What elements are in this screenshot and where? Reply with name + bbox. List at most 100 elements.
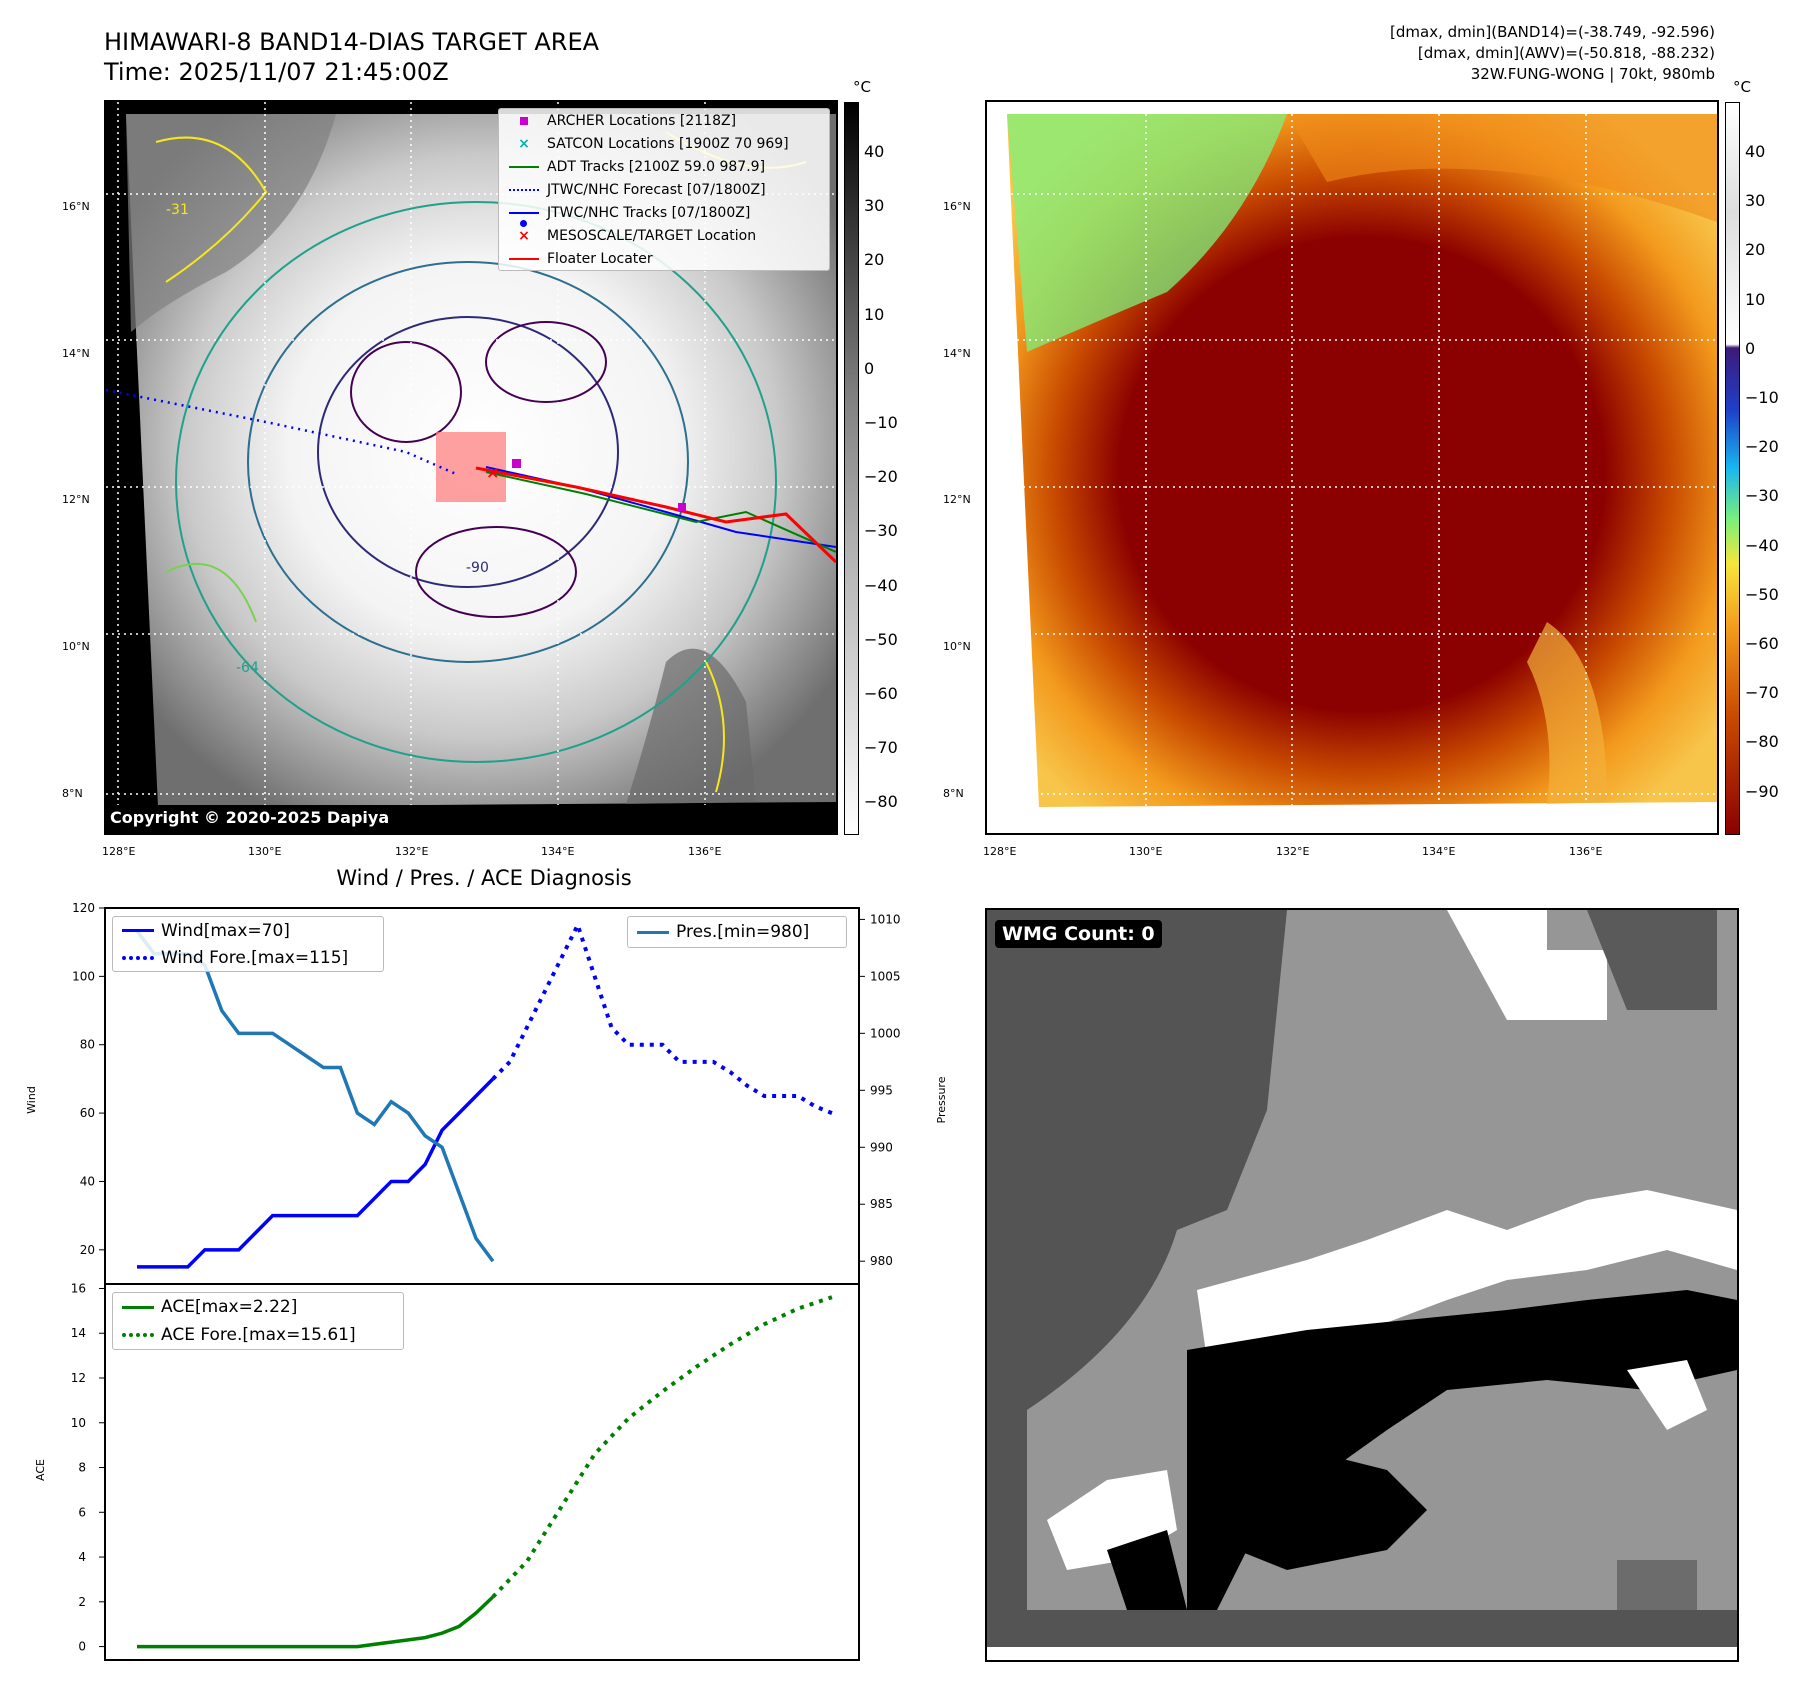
colorbar-tick: −40 <box>864 575 898 595</box>
wmg-imagery <box>987 910 1737 1660</box>
colorbar-tick: −50 <box>1745 584 1779 604</box>
lon-label: 136°E <box>688 845 722 858</box>
y-tick-label: 20 <box>80 1243 95 1257</box>
colorbar-unit: °C <box>1733 78 1751 96</box>
lat-label: 10°N <box>62 640 90 653</box>
legend-item-floater: Floater Locater <box>499 247 829 270</box>
legend-item-forecast: JTWC/NHC Forecast [07/1800Z] <box>499 178 829 201</box>
lat-label: 16°N <box>943 200 971 213</box>
legend-label: ACE[max=2.22] <box>161 1297 298 1317</box>
lon-label: 128°E <box>983 845 1017 858</box>
legend-item-ace-forecast: ACE Fore.[max=15.61] <box>113 1321 403 1349</box>
dotted-line-icon <box>121 955 155 960</box>
y-tick-label: 0 <box>78 1640 86 1654</box>
lat-label: 12°N <box>943 493 971 506</box>
wind-legend: Wind[max=70] Wind Fore.[max=115] <box>112 916 384 972</box>
lat-label: 12°N <box>62 493 90 506</box>
y-tick-label: 12 <box>71 1371 86 1385</box>
legend-item-archer: ARCHER Locations [2118Z] <box>499 109 829 132</box>
colorbar-tick: −20 <box>864 467 898 487</box>
contour-label: -64 <box>236 660 259 676</box>
svg-text:×: × <box>486 463 499 482</box>
colorbar-tick: −60 <box>1745 634 1779 653</box>
y-tick-label: 14 <box>71 1326 86 1340</box>
series-line <box>491 1295 833 1599</box>
lat-label: 14°N <box>943 347 971 360</box>
series-line <box>135 929 495 1263</box>
wmg-count-badge: WMG Count: 0 <box>995 920 1162 948</box>
y-axis-label-pressure: Pressure <box>935 1076 948 1123</box>
line-icon <box>636 930 670 934</box>
colorbar-tick: −70 <box>1745 683 1779 703</box>
y2-tick-label: 1005 <box>870 969 901 983</box>
colorbar-tick: 10 <box>1745 289 1766 309</box>
lat-label: 14°N <box>62 347 90 360</box>
legend-label: MESOSCALE/TARGET Location <box>547 227 757 244</box>
y2-tick-label: 980 <box>870 1254 893 1268</box>
legend-label: Wind Fore.[max=115] <box>161 947 349 968</box>
legend-item-pressure: Pres.[min=980] <box>628 917 846 947</box>
legend-label: SATCON Locations [1900Z 70 969] <box>547 135 789 152</box>
dotted-line-icon <box>121 1333 155 1337</box>
lat-label: 10°N <box>943 640 971 653</box>
legend-label: ARCHER Locations [2118Z] <box>547 112 737 129</box>
colorbar-tick: −20 <box>1745 437 1779 457</box>
colorbar-tick: −30 <box>1745 486 1779 506</box>
y-tick-label: 100 <box>72 969 95 983</box>
legend-label: Floater Locater <box>547 250 653 267</box>
colorbar-tick: −50 <box>864 629 898 649</box>
colorbar-tick: −40 <box>1745 535 1779 555</box>
awv-imagery <box>987 102 1717 833</box>
colorbar-tick: −60 <box>864 684 898 703</box>
colorbar-tick: 0 <box>1745 338 1756 358</box>
legend-item-wind: Wind[max=70] <box>113 917 383 944</box>
info-storm: 32W.FUNG-WONG | 70kt, 980mb <box>1470 65 1715 83</box>
legend-label: JTWC/NHC Tracks [07/1800Z] <box>547 204 751 221</box>
colorbar-tick: −70 <box>864 738 898 758</box>
y2-tick-label: 1010 <box>870 912 901 926</box>
colorbar-tick: 0 <box>864 358 875 378</box>
map-legend: ARCHER Locations [2118Z] × SATCON Locatio… <box>498 108 830 271</box>
lat-label: 16°N <box>62 200 90 213</box>
awv-map <box>985 100 1719 835</box>
ace-legend: ACE[max=2.22] ACE Fore.[max=15.61] <box>112 1292 404 1350</box>
colorbar-tick: 20 <box>1745 240 1766 260</box>
colorbar-tick: −80 <box>864 792 898 812</box>
legend-item-wind-forecast: Wind Fore.[max=115] <box>113 944 383 971</box>
colorbar-band14 <box>844 102 859 835</box>
lon-label: 130°E <box>248 845 282 858</box>
square-marker-icon <box>507 116 541 125</box>
legend-label: ADT Tracks [2100Z 59.0 987.9] <box>547 158 766 175</box>
colorbar-unit: °C <box>853 78 871 96</box>
legend-label: Wind[max=70] <box>161 920 290 941</box>
line-icon <box>121 1305 155 1309</box>
y-tick-label: 60 <box>80 1106 95 1120</box>
contour-label: -31 <box>166 202 189 218</box>
colorbar-tick: 40 <box>864 142 885 161</box>
wmg-panel <box>985 908 1739 1662</box>
series-line <box>137 1595 495 1649</box>
legend-item-adt: ADT Tracks [2100Z 59.0 987.9] <box>499 155 829 178</box>
x-marker-icon: × <box>518 227 530 244</box>
legend-label: Pres.[min=980] <box>676 922 810 942</box>
diagnosis-title: Wind / Pres. / ACE Diagnosis <box>336 866 632 890</box>
legend-item-tracks: JTWC/NHC Tracks [07/1800Z] <box>499 201 829 227</box>
colorbar-tick: −30 <box>864 521 898 541</box>
colorbar-tick: −90 <box>1745 781 1779 801</box>
legend-item-mesoscale: × MESOSCALE/TARGET Location <box>499 224 829 247</box>
info-band14: [dmax, dmin](BAND14)=(-38.749, -92.596) <box>1390 23 1715 41</box>
series-line <box>137 1077 495 1269</box>
line-icon <box>507 257 541 260</box>
y-axis-label-wind: Wind <box>25 1086 38 1114</box>
y-tick-label: 2 <box>78 1595 86 1609</box>
info-awv: [dmax, dmin](AWV)=(-50.818, -88.232) <box>1417 44 1715 62</box>
lon-label: 134°E <box>541 845 575 858</box>
y-tick-label: 8 <box>78 1461 86 1475</box>
y-tick-label: 80 <box>80 1038 95 1052</box>
y-tick-label: 120 <box>72 901 95 915</box>
series-line <box>491 919 833 1115</box>
colorbar-tick: 30 <box>864 196 885 216</box>
y2-tick-label: 985 <box>870 1197 893 1211</box>
y-tick-label: 40 <box>80 1174 95 1188</box>
